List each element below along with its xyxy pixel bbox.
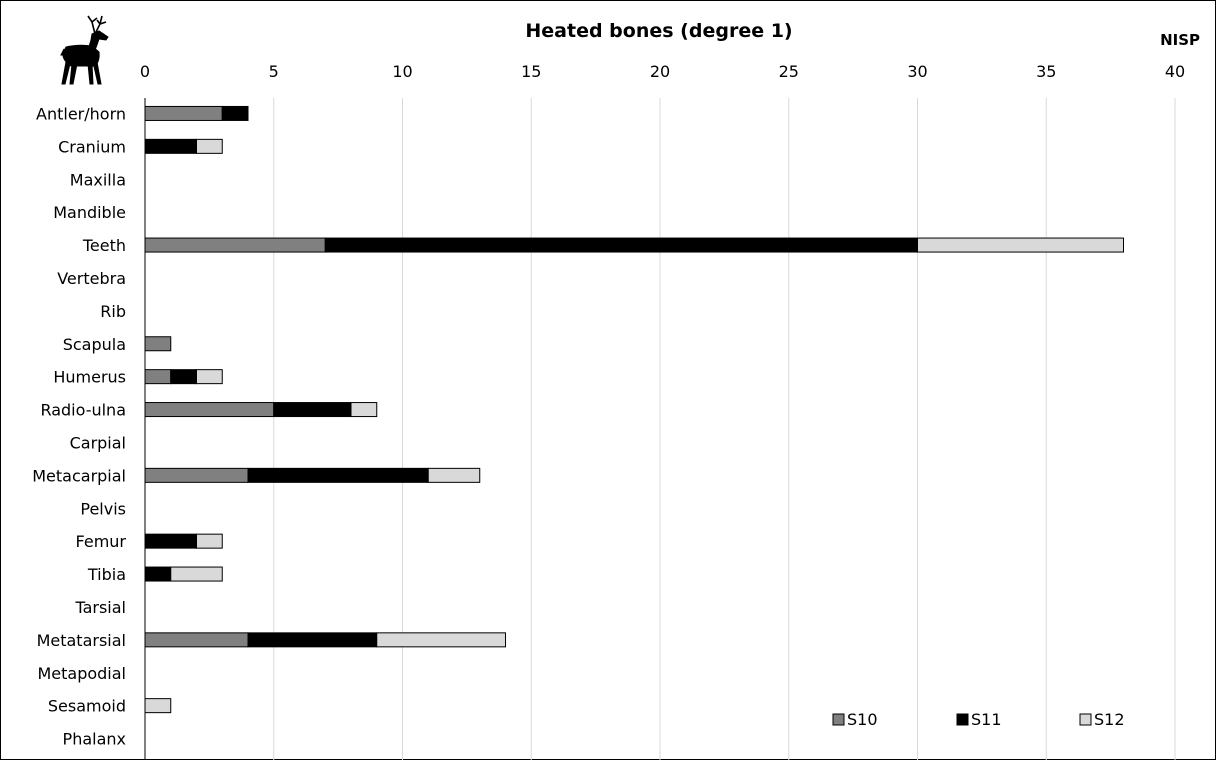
bar-segment-s10	[144, 402, 275, 418]
category-label: Tarsial	[74, 598, 126, 617]
bar-segment-s11	[221, 105, 249, 121]
x-tick-label: 30	[907, 62, 927, 81]
deer-silhouette-icon	[60, 15, 109, 85]
bar-segment-s12	[196, 138, 223, 154]
legend-swatch-s10	[832, 713, 845, 726]
category-label: Rib	[100, 302, 126, 321]
x-tick-label: 10	[392, 62, 412, 81]
bar-segment-s12	[917, 237, 1124, 253]
bar-segment-s10	[144, 237, 326, 253]
category-label: Scapula	[63, 335, 126, 354]
category-labels: Antler/horn Cranium Maxilla Mandible Teeth Ve…	[32, 104, 126, 748]
legend-label-s12: S12	[1094, 710, 1125, 729]
bar-segment-s11	[247, 467, 429, 483]
category-label: Sesamoid	[48, 697, 126, 716]
bar-segment-s12	[196, 369, 223, 385]
bar-segment-s12	[144, 698, 172, 714]
x-tick-label: 15	[521, 62, 541, 81]
category-label: Pelvis	[80, 499, 126, 518]
bar-segment-s11	[324, 237, 918, 253]
legend-swatch-s11	[956, 713, 969, 726]
category-label: Antler/horn	[36, 104, 126, 123]
bar-segment-s12	[170, 566, 223, 582]
category-label: Radio-ulna	[40, 401, 126, 420]
category-label: Metatarsial	[37, 631, 126, 650]
bar-segment-s11	[144, 533, 197, 549]
category-label: Carpial	[70, 433, 126, 452]
bar-segment-s11	[273, 402, 352, 418]
bar-segment-s10	[144, 336, 172, 352]
gridlines	[273, 98, 1176, 760]
category-label: Cranium	[58, 137, 126, 156]
category-label: Teeth	[82, 236, 126, 255]
bar-segment-s10	[144, 467, 249, 483]
category-label: Humerus	[53, 368, 126, 387]
bar-segment-s12	[376, 632, 506, 648]
x-tick-label: 20	[650, 62, 670, 81]
bar-segment-s11	[144, 566, 172, 582]
bar-segment-s12	[196, 533, 223, 549]
bar-segment-s10	[144, 105, 223, 121]
bar-segment-s11	[170, 369, 197, 385]
category-label: Tibia	[87, 565, 126, 584]
x-tick-label: 40	[1165, 62, 1185, 81]
bar-segment-s12	[427, 467, 481, 483]
x-tick-label: 0	[140, 62, 150, 81]
category-label: Phalanx	[63, 730, 126, 749]
legend-swatch-s12	[1079, 713, 1092, 726]
category-label: Metacarpial	[32, 466, 126, 485]
category-label: Femur	[76, 532, 127, 551]
x-axis-ticks: 0 5 10 15 20 25 30 35 40	[140, 62, 1185, 81]
x-tick-label: 5	[269, 62, 279, 81]
bar-segment-s11	[144, 138, 197, 154]
chart-title: Heated bones (degree 1)	[525, 20, 792, 42]
category-label: Metapodial	[37, 664, 126, 683]
category-label: Vertebra	[57, 269, 126, 288]
bars	[144, 105, 1124, 714]
x-tick-label: 25	[779, 62, 799, 81]
legend: S10 S11 S12	[832, 710, 1125, 729]
category-label: Maxilla	[70, 170, 126, 189]
legend-label-s10: S10	[847, 710, 878, 729]
bar-segment-s10	[144, 632, 249, 648]
bar-segment-s11	[247, 632, 378, 648]
bar-segment-s12	[350, 402, 378, 418]
unit-label: NISP	[1160, 31, 1200, 49]
bar-segment-s10	[144, 369, 172, 385]
x-tick-label: 35	[1036, 62, 1056, 81]
legend-label-s11: S11	[971, 710, 1002, 729]
category-label: Mandible	[53, 203, 126, 222]
